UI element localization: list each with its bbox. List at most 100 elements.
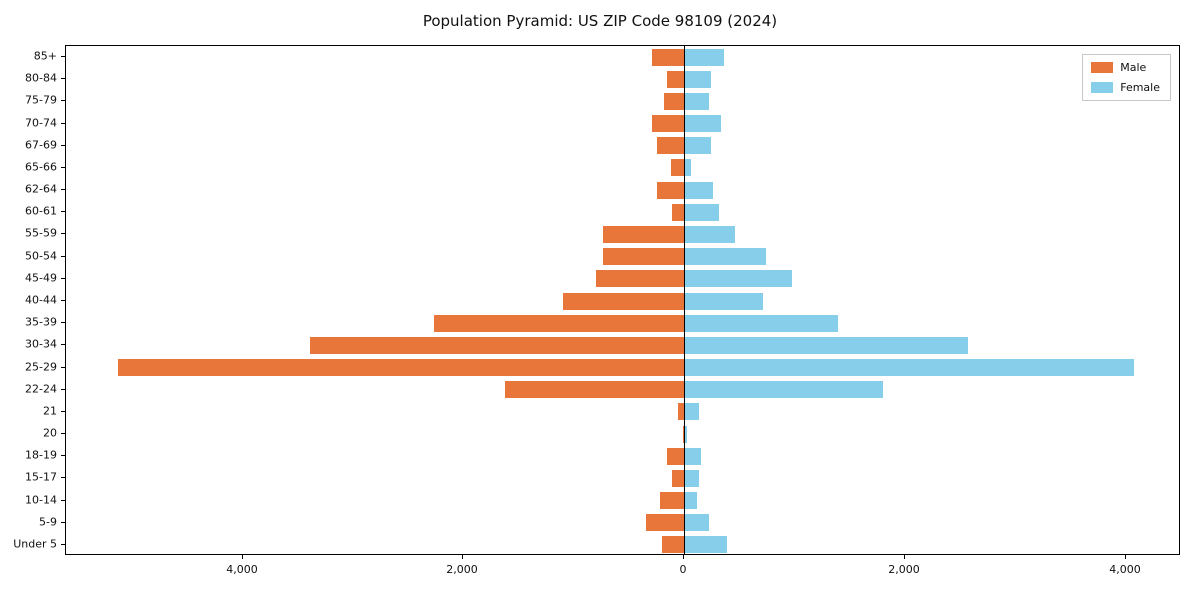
male-bar-70-74 (652, 115, 685, 133)
male-bar-22-24 (505, 381, 685, 399)
female-bar-50-54 (685, 248, 766, 266)
male-bar-25-29 (117, 359, 685, 377)
y-tick-mark (61, 367, 65, 368)
male-bar-under-5 (662, 536, 685, 554)
male-bar-45-49 (596, 270, 685, 288)
y-tick-label: 22-24 (25, 382, 57, 396)
y-tick-mark (61, 389, 65, 390)
male-bar-65-66 (670, 159, 685, 177)
male-bar-5-9 (645, 514, 685, 532)
y-tick-mark (61, 500, 65, 501)
zero-axis-line (683, 46, 685, 554)
y-tick-label: Under 5 (13, 537, 57, 551)
y-tick-label: 30-34 (25, 337, 57, 351)
female-bar-10-14 (685, 492, 698, 510)
y-tick-label: 85+ (33, 49, 57, 63)
male-bar-20 (682, 425, 685, 443)
female-bar-21 (685, 403, 699, 421)
y-tick-mark (61, 544, 65, 545)
y-tick-mark (61, 167, 65, 168)
y-tick-label: 62-64 (25, 182, 57, 196)
y-tick-label: 15-17 (25, 470, 57, 484)
female-bar-80-84 (685, 70, 712, 88)
y-tick-mark (61, 189, 65, 190)
male-swatch-icon (1091, 62, 1114, 73)
y-tick-mark (61, 278, 65, 279)
female-bar-22-24 (685, 381, 883, 399)
y-tick-label: 45-49 (25, 271, 57, 285)
y-tick-mark (61, 322, 65, 323)
y-tick-label: 67-69 (25, 138, 57, 152)
y-tick-mark (61, 300, 65, 301)
x-tick-label: 4,000 (226, 563, 258, 576)
legend-entry-male: Male (1091, 61, 1160, 74)
male-bar-75-79 (664, 92, 685, 110)
y-tick-mark (61, 411, 65, 412)
female-bar-62-64 (685, 181, 713, 199)
y-tick-label: 80-84 (25, 71, 57, 85)
y-tick-mark (61, 78, 65, 79)
female-bar-55-59 (685, 225, 735, 243)
y-tick-label: 50-54 (25, 249, 57, 263)
male-bar-55-59 (602, 225, 685, 243)
female-bar-40-44 (685, 292, 764, 310)
y-tick-mark (61, 344, 65, 345)
y-tick-mark (61, 123, 65, 124)
x-tick-label: 4,000 (1109, 563, 1141, 576)
y-tick-label: 20 (43, 426, 57, 440)
male-bar-62-64 (656, 181, 685, 199)
female-bar-45-49 (685, 270, 793, 288)
female-bar-85+ (685, 48, 725, 66)
female-bar-15-17 (685, 469, 699, 487)
female-bar-67-69 (685, 137, 712, 155)
legend: Male Female (1082, 54, 1171, 101)
y-tick-mark (61, 455, 65, 456)
female-bar-under-5 (685, 536, 728, 554)
x-tick-mark (242, 555, 243, 559)
female-bar-60-61 (685, 203, 720, 221)
female-swatch-icon (1091, 82, 1114, 93)
male-bar-67-69 (657, 137, 685, 155)
y-tick-label: 5-9 (39, 515, 57, 529)
male-bar-10-14 (660, 492, 685, 510)
y-tick-label: 75-79 (25, 93, 57, 107)
x-tick-mark (462, 555, 463, 559)
female-bar-65-66 (685, 159, 692, 177)
female-bar-35-39 (685, 314, 839, 332)
y-tick-label: 25-29 (25, 360, 57, 374)
y-tick-mark (61, 522, 65, 523)
male-bar-50-54 (602, 248, 685, 266)
x-tick-mark (904, 555, 905, 559)
x-tick-label: 0 (679, 563, 687, 576)
male-bar-85+ (652, 48, 685, 66)
female-bar-30-34 (685, 336, 968, 354)
y-tick-label: 60-61 (25, 204, 57, 218)
legend-label-female: Female (1120, 81, 1160, 94)
female-bar-20 (685, 425, 688, 443)
male-bar-30-34 (309, 336, 685, 354)
legend-entry-female: Female (1091, 81, 1160, 94)
y-tick-mark (61, 233, 65, 234)
male-bar-40-44 (562, 292, 685, 310)
male-bar-21 (677, 403, 685, 421)
y-tick-label: 35-39 (25, 315, 57, 329)
male-bar-15-17 (672, 469, 685, 487)
y-tick-label: 70-74 (25, 116, 57, 130)
y-tick-mark (61, 211, 65, 212)
male-bar-18-19 (666, 447, 685, 465)
y-tick-mark (61, 100, 65, 101)
y-tick-mark (61, 145, 65, 146)
y-tick-label: 40-44 (25, 293, 57, 307)
female-bar-18-19 (685, 447, 702, 465)
y-tick-mark (61, 256, 65, 257)
y-tick-mark (61, 56, 65, 57)
female-bar-25-29 (685, 359, 1134, 377)
female-bar-75-79 (685, 92, 709, 110)
x-tick-mark (1125, 555, 1126, 559)
y-tick-mark (61, 433, 65, 434)
x-tick-label: 2,000 (446, 563, 478, 576)
y-tick-mark (61, 477, 65, 478)
plot-area: Male Female (65, 45, 1180, 555)
y-tick-label: 18-19 (25, 448, 57, 462)
